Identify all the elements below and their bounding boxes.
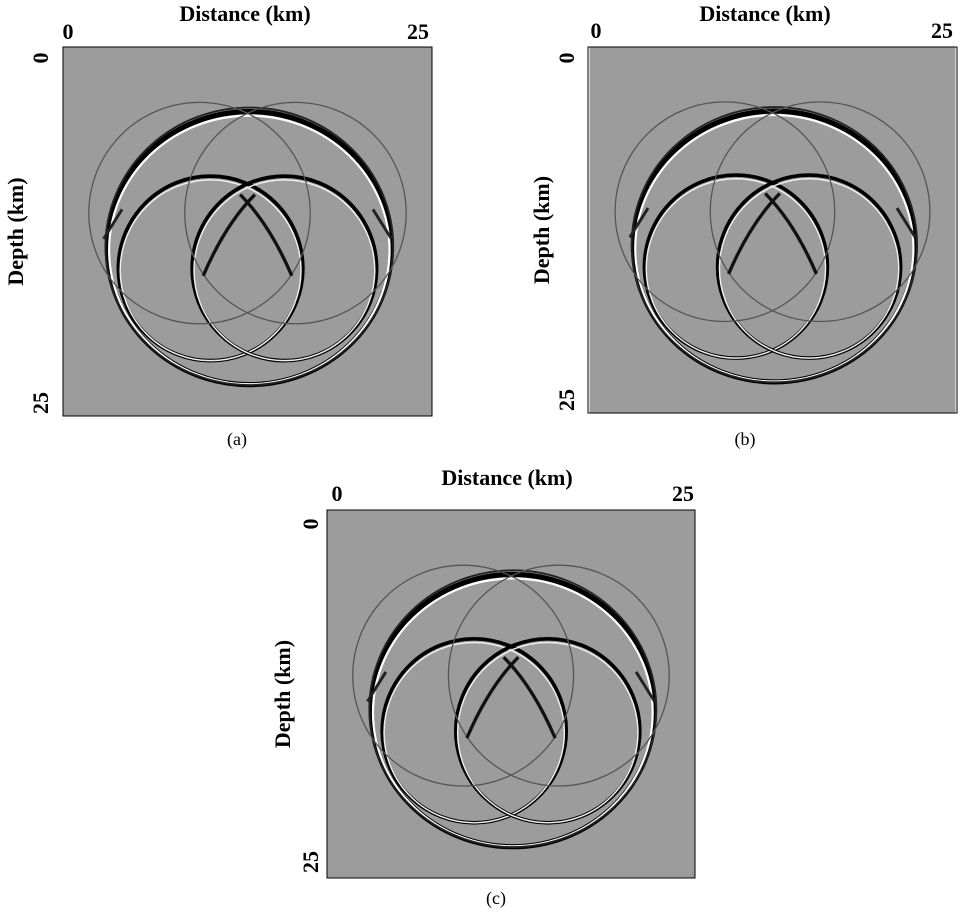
y-axis-label: Depth (km): [270, 640, 295, 748]
x-axis-label: Distance (km): [179, 1, 310, 26]
y-tick-label: 0: [298, 519, 323, 530]
y-axis-label: Depth (km): [529, 176, 554, 284]
x-tick-label: 25: [931, 18, 953, 43]
x-tick-label: 0: [332, 481, 343, 506]
y-tick-label: 25: [298, 851, 323, 873]
x-tick-label: 25: [407, 19, 429, 44]
caption: (b): [735, 429, 756, 450]
figure: Distance (km)025Depth (km)025(a)Distance…: [0, 0, 965, 916]
x-tick-label: 0: [63, 19, 74, 44]
wavefield-image: [590, 47, 956, 413]
x-tick-label: 25: [672, 481, 694, 506]
wavefield-image: [327, 510, 695, 878]
y-axis-label: Depth (km): [3, 177, 28, 285]
y-tick-label: 25: [28, 392, 53, 414]
y-tick-label: 0: [554, 53, 579, 64]
x-tick-label: 0: [591, 18, 602, 43]
wavefield-image: [63, 47, 432, 416]
panel: Distance (km) 0 25 Depth (km) 0 25 (c): [270, 465, 695, 909]
panel: Distance (km) 0 25 Depth (km) 0 25 (a): [3, 1, 432, 450]
x-axis-label: Distance (km): [699, 1, 830, 26]
panel: Distance (km) 0 25 Depth (km) 0 25 (b): [529, 1, 957, 450]
caption: (c): [486, 888, 506, 909]
x-axis-label: Distance (km): [441, 465, 572, 490]
caption: (a): [227, 429, 247, 450]
y-tick-label: 25: [554, 389, 579, 411]
y-tick-label: 0: [28, 53, 53, 64]
